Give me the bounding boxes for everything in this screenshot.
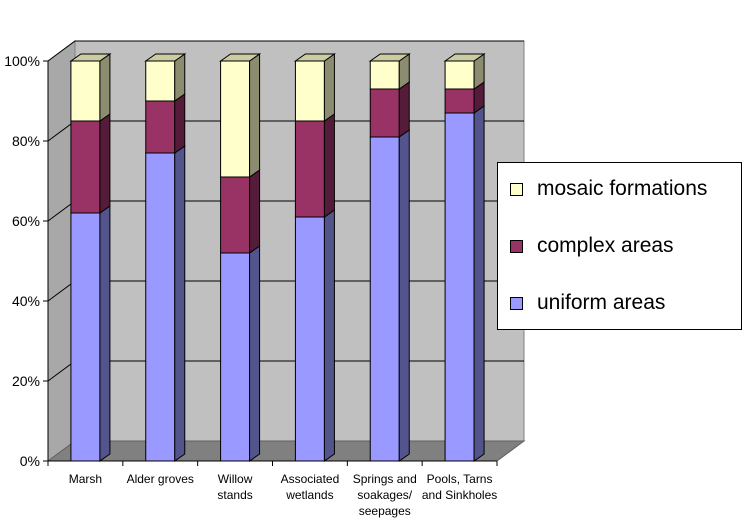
bar-mosaic-formations-associated-wetlands-top	[293, 53, 337, 62]
bar-mosaic-formations-willow-stands-front	[220, 60, 251, 178]
bar-uniform-areas-associated-wetlands	[294, 209, 335, 462]
bar-complex-areas-alder-groves	[145, 93, 186, 154]
legend-item-uniform-areas: uniform areas	[510, 291, 665, 315]
bar-group-pools-tarns-and-sinkholes	[443, 53, 486, 462]
bar-complex-areas-marsh-front	[70, 120, 101, 214]
x-axis: Marsh Alder groves Willow stands Associated w…	[47, 460, 498, 518]
legend-item-complex-areas: complex areas	[510, 234, 674, 258]
y-tick-label: 80%	[12, 133, 40, 149]
bar-uniform-areas-associated-wetlands-front	[294, 216, 325, 462]
bar-uniform-areas-alder-groves-side	[174, 145, 186, 462]
bar-complex-areas-springs-and-soakages-seepages	[369, 81, 410, 138]
bar-complex-areas-alder-groves-front	[145, 100, 176, 154]
bar-complex-areas-willow-stands-front	[220, 176, 251, 254]
legend-item-mosaic-formations: mosaic formations	[510, 177, 707, 201]
bar-complex-areas-pools-tarns-and-sinkholes-front	[444, 88, 475, 114]
bar-group-alder-groves	[144, 53, 187, 462]
bar-uniform-areas-associated-wetlands-side	[323, 209, 335, 462]
x-tick-label-springs-and-soakages-seepages: Springs and soakages/seepages	[353, 472, 417, 518]
bar-group-marsh	[69, 53, 112, 462]
x-tick-label-willow-stands: Willow stands	[217, 472, 252, 502]
bar-complex-areas-marsh	[70, 113, 111, 214]
bar-uniform-areas-springs-and-soakages-seepages	[369, 129, 410, 462]
bar-complex-areas-alder-groves-side	[174, 93, 186, 154]
legend-label-mosaic-formations: mosaic formations	[537, 177, 708, 200]
x-tick-label-alder-groves: Alder groves	[127, 472, 194, 486]
bar-mosaic-formations-pools-tarns-and-sinkholes-front	[444, 60, 475, 90]
bar-group-associated-wetlands	[293, 53, 337, 462]
bar-group-willow-stands	[218, 53, 262, 462]
bar-complex-areas-springs-and-soakages-seepages-front	[369, 88, 400, 138]
y-tick-label: 60%	[12, 213, 40, 229]
x-tick-label-pools-tarns-and-sinkholes: Pools, Tarns and Sinkholes	[422, 472, 497, 502]
bar-uniform-areas-springs-and-soakages-seepages-front	[369, 136, 400, 462]
x-tick-label-associated-wetlands: Associated wetlands	[281, 472, 340, 502]
legend-label-uniform-areas: uniform areas	[537, 291, 666, 314]
bar-mosaic-formations-pools-tarns-and-sinkholes-top	[443, 53, 486, 62]
y-tick-label: 0%	[20, 453, 40, 469]
gridline	[47, 40, 524, 62]
bar-mosaic-formations-alder-groves-side	[174, 53, 186, 102]
bar-complex-areas-associated-wetlands-front	[294, 120, 325, 218]
bars	[69, 53, 486, 462]
bar-uniform-areas-alder-groves-front	[145, 152, 176, 462]
bar-uniform-areas-marsh	[70, 205, 111, 462]
bar-uniform-areas-pools-tarns-and-sinkholes-front	[444, 112, 475, 462]
bar-uniform-areas-marsh-side	[99, 205, 111, 462]
bar-complex-areas-associated-wetlands-side	[323, 113, 335, 218]
bar-uniform-areas-springs-and-soakages-seepages-side	[398, 129, 410, 462]
bar-complex-areas-willow-stands-side	[249, 169, 261, 254]
bar-group-springs-and-soakages-seepages	[368, 53, 411, 462]
y-tick-label: 40%	[12, 293, 40, 309]
bar-mosaic-formations-willow-stands	[218, 53, 262, 178]
bar-mosaic-formations-willow-stands-side	[249, 53, 261, 178]
bar-uniform-areas-willow-stands	[220, 245, 261, 462]
bar-mosaic-formations-springs-and-soakages-seepages-top	[368, 53, 411, 62]
y-axis: 0% 20% 40% 60% 80% 100%	[4, 53, 49, 469]
bar-mosaic-formations-pools-tarns-and-sinkholes	[443, 53, 486, 90]
bar-mosaic-formations-springs-and-soakages-seepages-front	[369, 60, 400, 90]
bar-mosaic-formations-marsh-top	[69, 53, 112, 62]
y-tick-label: 100%	[4, 53, 40, 69]
bar-mosaic-formations-associated-wetlands-side	[323, 53, 335, 122]
bar-mosaic-formations-marsh	[69, 53, 112, 122]
legend-label-complex-areas: complex areas	[537, 234, 674, 257]
bar-mosaic-formations-associated-wetlands-front	[294, 60, 325, 122]
bar-uniform-areas-pools-tarns-and-sinkholes	[444, 105, 485, 462]
bar-mosaic-formations-alder-groves-top	[144, 53, 187, 62]
bar-complex-areas-associated-wetlands	[294, 113, 335, 218]
bar-complex-areas-marsh-side	[99, 113, 111, 214]
legend-swatch-complex-areas	[510, 239, 523, 253]
bar-complex-areas-springs-and-soakages-seepages-side	[398, 81, 410, 138]
bar-mosaic-formations-willow-stands-top	[218, 53, 262, 62]
bar-uniform-areas-willow-stands-side	[249, 245, 261, 462]
bar-uniform-areas-marsh-front	[70, 212, 101, 462]
bar-complex-areas-willow-stands	[220, 169, 261, 254]
bar-mosaic-formations-marsh-front	[70, 60, 101, 122]
y-tick-label: 20%	[12, 373, 40, 389]
bar-mosaic-formations-springs-and-soakages-seepages	[368, 53, 411, 90]
bar-mosaic-formations-alder-groves	[144, 53, 187, 102]
legend: mosaic formations complex areas uniform …	[497, 162, 742, 330]
bar-mosaic-formations-marsh-side	[99, 53, 111, 122]
bar-mosaic-formations-alder-groves-front	[145, 60, 176, 102]
legend-swatch-uniform-areas	[510, 296, 523, 310]
bar-uniform-areas-pools-tarns-and-sinkholes-side	[473, 105, 485, 462]
x-tick-label-marsh: Marsh	[69, 472, 102, 486]
bar-uniform-areas-willow-stands-front	[220, 252, 251, 462]
bar-uniform-areas-alder-groves	[145, 145, 186, 462]
bar-mosaic-formations-associated-wetlands	[293, 53, 337, 122]
legend-swatch-mosaic-formations	[510, 182, 523, 196]
